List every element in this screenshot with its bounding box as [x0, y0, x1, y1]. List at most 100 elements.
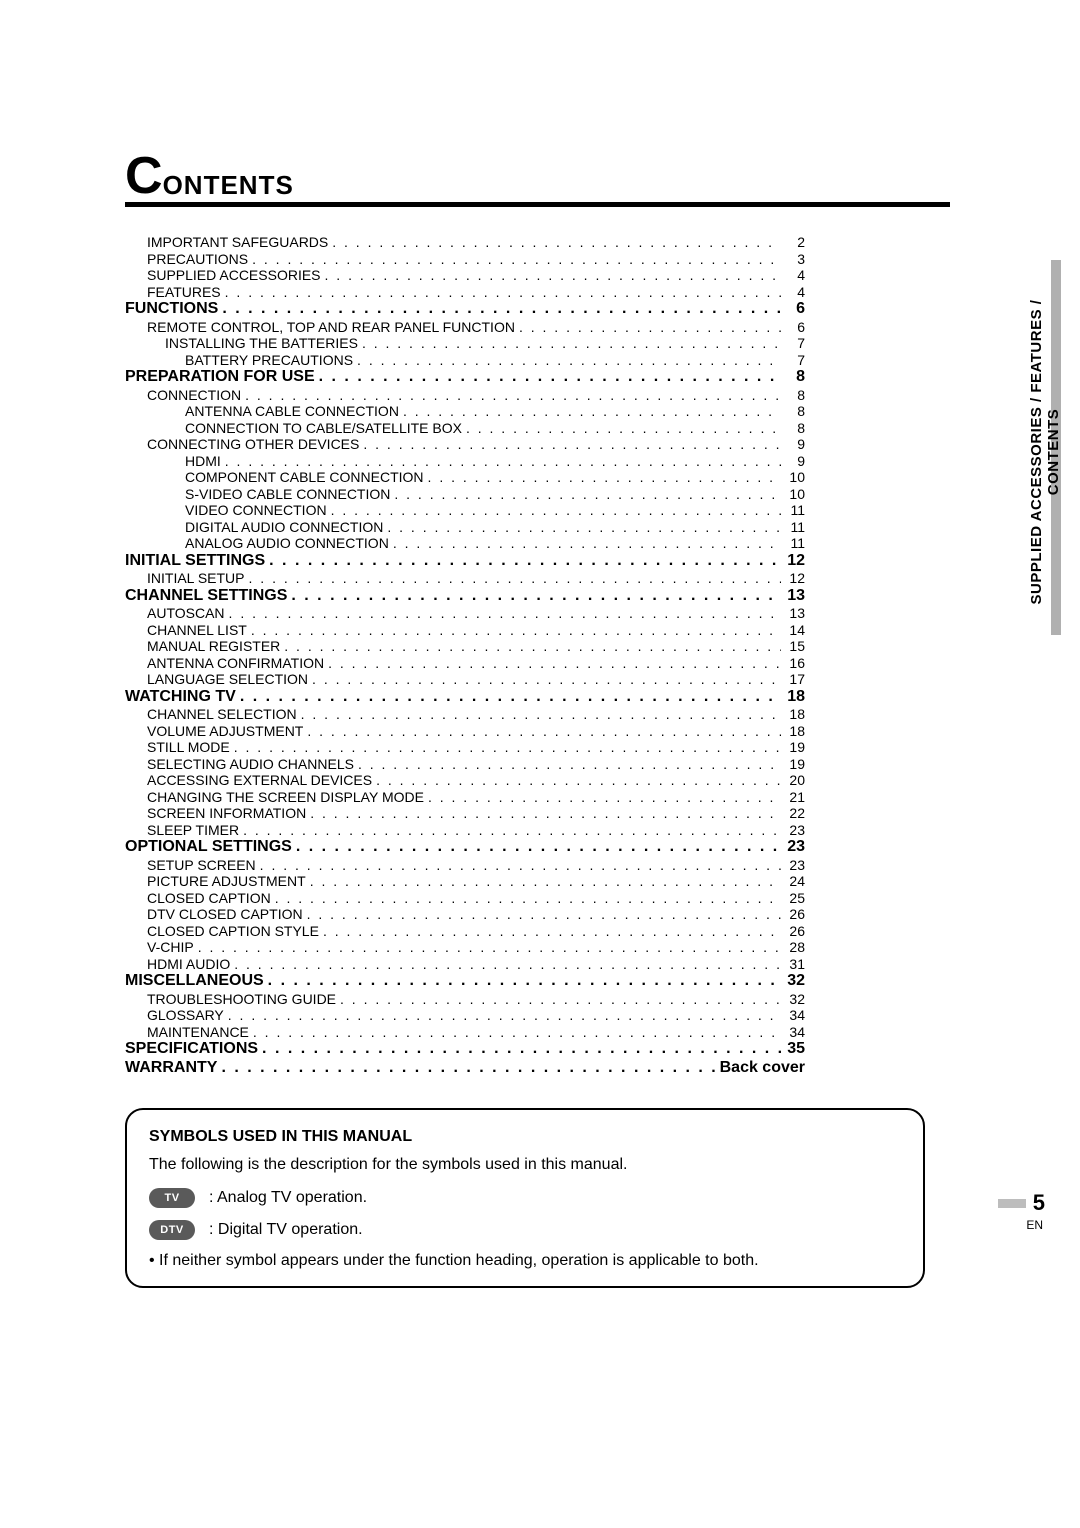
symbols-note: • If neither symbol appears under the fu…	[149, 1252, 901, 1270]
toc-page: 11	[785, 503, 805, 517]
toc-label: SELECTING AUDIO CHANNELS	[147, 757, 354, 771]
toc-row: DTV CLOSED CAPTION26	[147, 907, 805, 921]
toc-page: 25	[785, 891, 805, 905]
toc-leader-dots	[332, 235, 781, 249]
toc-page: 26	[785, 924, 805, 938]
toc-row: TROUBLESHOOTING GUIDE32	[147, 992, 805, 1006]
toc-label: CLOSED CAPTION	[147, 891, 271, 905]
toc-label: VIDEO CONNECTION	[185, 503, 327, 517]
toc-page: 28	[785, 940, 805, 954]
toc-page: 15	[785, 639, 805, 653]
toc-page: 6	[785, 301, 805, 317]
toc-label: MISCELLANEOUS	[125, 973, 264, 989]
toc-leader-dots	[376, 773, 781, 787]
toc-page: 2	[785, 235, 805, 249]
toc-page: 31	[785, 957, 805, 971]
toc-row: CONNECTION TO CABLE/SATELLITE BOX8	[185, 421, 805, 435]
toc-leader-dots	[275, 891, 781, 905]
page-language: EN	[998, 1218, 1045, 1232]
toc-leader-dots	[253, 1025, 781, 1039]
toc-page: 12	[785, 571, 805, 585]
toc-page: 32	[785, 973, 805, 989]
toc-label: PICTURE ADJUSTMENT	[147, 874, 306, 888]
toc-page: 19	[785, 740, 805, 754]
toc-row: PICTURE ADJUSTMENT24	[147, 874, 805, 888]
tv-badge-icon: TV	[149, 1188, 195, 1208]
toc-page: 34	[785, 1008, 805, 1022]
toc-page: 3	[785, 252, 805, 266]
toc-row: VIDEO CONNECTION 11	[185, 503, 805, 517]
toc-leader-dots	[301, 707, 781, 721]
page-number: 5	[1033, 1190, 1045, 1215]
toc-leader-dots	[331, 503, 781, 517]
toc-label: MANUAL REGISTER	[147, 639, 280, 653]
toc-page: 14	[785, 623, 805, 637]
toc-row: INITIAL SETTINGS12	[125, 553, 805, 569]
toc-leader-dots	[403, 404, 781, 418]
toc-page: 9	[785, 454, 805, 468]
toc-row: SLEEP TIMER23	[147, 823, 805, 837]
toc-page: 10	[785, 487, 805, 501]
toc-row: CLOSED CAPTION STYLE 26	[147, 924, 805, 938]
toc-page: 11	[785, 520, 805, 534]
toc-leader-dots	[243, 823, 781, 837]
toc-leader-dots	[394, 487, 781, 501]
toc-label: CHANNEL LIST	[147, 623, 247, 637]
toc-page: 23	[785, 858, 805, 872]
toc-leader-dots	[229, 606, 781, 620]
toc-row: WATCHING TV18	[125, 689, 805, 705]
toc-label: MAINTENANCE	[147, 1025, 249, 1039]
manual-page: C ONTENTS IMPORTANT SAFEGUARDS2PRECAUTIO…	[125, 150, 950, 1288]
toc-page: 19	[785, 757, 805, 771]
toc-leader-dots	[428, 470, 781, 484]
toc-leader-dots	[234, 957, 781, 971]
toc-label: TROUBLESHOOTING GUIDE	[147, 992, 336, 1006]
toc-leader-dots	[225, 454, 781, 468]
toc-row: HDMI AUDIO 31	[147, 957, 805, 971]
page-title-rest: ONTENTS	[163, 172, 294, 202]
toc-row: SETUP SCREEN23	[147, 858, 805, 872]
side-tab: SUPPLIED ACCESSORIES / FEATURES / CONTEN…	[1035, 260, 1055, 635]
toc-leader-dots	[319, 369, 781, 385]
toc-page: 6	[785, 320, 805, 334]
table-of-contents: IMPORTANT SAFEGUARDS2PRECAUTIONS3SUPPLIE…	[125, 235, 805, 1076]
toc-label: CHANNEL SETTINGS	[125, 588, 287, 604]
toc-page: Back cover	[720, 1060, 805, 1076]
dtv-badge-icon: DTV	[149, 1220, 195, 1240]
toc-page: 18	[785, 724, 805, 738]
toc-leader-dots	[358, 757, 781, 771]
toc-page: 12	[785, 553, 805, 569]
toc-row: CHANNEL SELECTION18	[147, 707, 805, 721]
toc-label: GLOSSARY	[147, 1008, 224, 1022]
toc-row: V-CHIP28	[147, 940, 805, 954]
toc-leader-dots	[387, 520, 781, 534]
toc-leader-dots	[325, 268, 781, 282]
toc-page: 7	[785, 353, 805, 367]
toc-label: HDMI AUDIO	[147, 957, 230, 971]
toc-page: 35	[785, 1041, 805, 1057]
toc-row: INITIAL SETUP12	[147, 571, 805, 585]
toc-label: DIGITAL AUDIO CONNECTION	[185, 520, 383, 534]
toc-label: CONNECTION TO CABLE/SATELLITE BOX	[185, 421, 462, 435]
toc-row: REMOTE CONTROL, TOP AND REAR PANEL FUNCT…	[147, 320, 805, 334]
toc-leader-dots	[310, 874, 781, 888]
symbols-box: SYMBOLS USED IN THIS MANUAL The followin…	[125, 1108, 925, 1288]
toc-leader-dots	[234, 740, 781, 754]
toc-page: 7	[785, 336, 805, 350]
toc-page: 8	[785, 404, 805, 418]
toc-row: MAINTENANCE34	[147, 1025, 805, 1039]
toc-row: STILL MODE 19	[147, 740, 805, 754]
toc-label: WARRANTY	[125, 1060, 217, 1076]
toc-label: STILL MODE	[147, 740, 230, 754]
toc-label: CLOSED CAPTION STYLE	[147, 924, 319, 938]
toc-leader-dots	[312, 672, 781, 686]
toc-label: ANALOG AUDIO CONNECTION	[185, 536, 389, 550]
toc-page: 10	[785, 470, 805, 484]
toc-label: SCREEN INFORMATION	[147, 806, 306, 820]
toc-page: 18	[785, 707, 805, 721]
toc-row: CHANNEL LIST 14	[147, 623, 805, 637]
toc-leader-dots	[466, 421, 781, 435]
toc-label: SUPPLIED ACCESSORIES	[147, 268, 321, 282]
toc-leader-dots	[519, 320, 781, 334]
toc-row: CLOSED CAPTION 25	[147, 891, 805, 905]
